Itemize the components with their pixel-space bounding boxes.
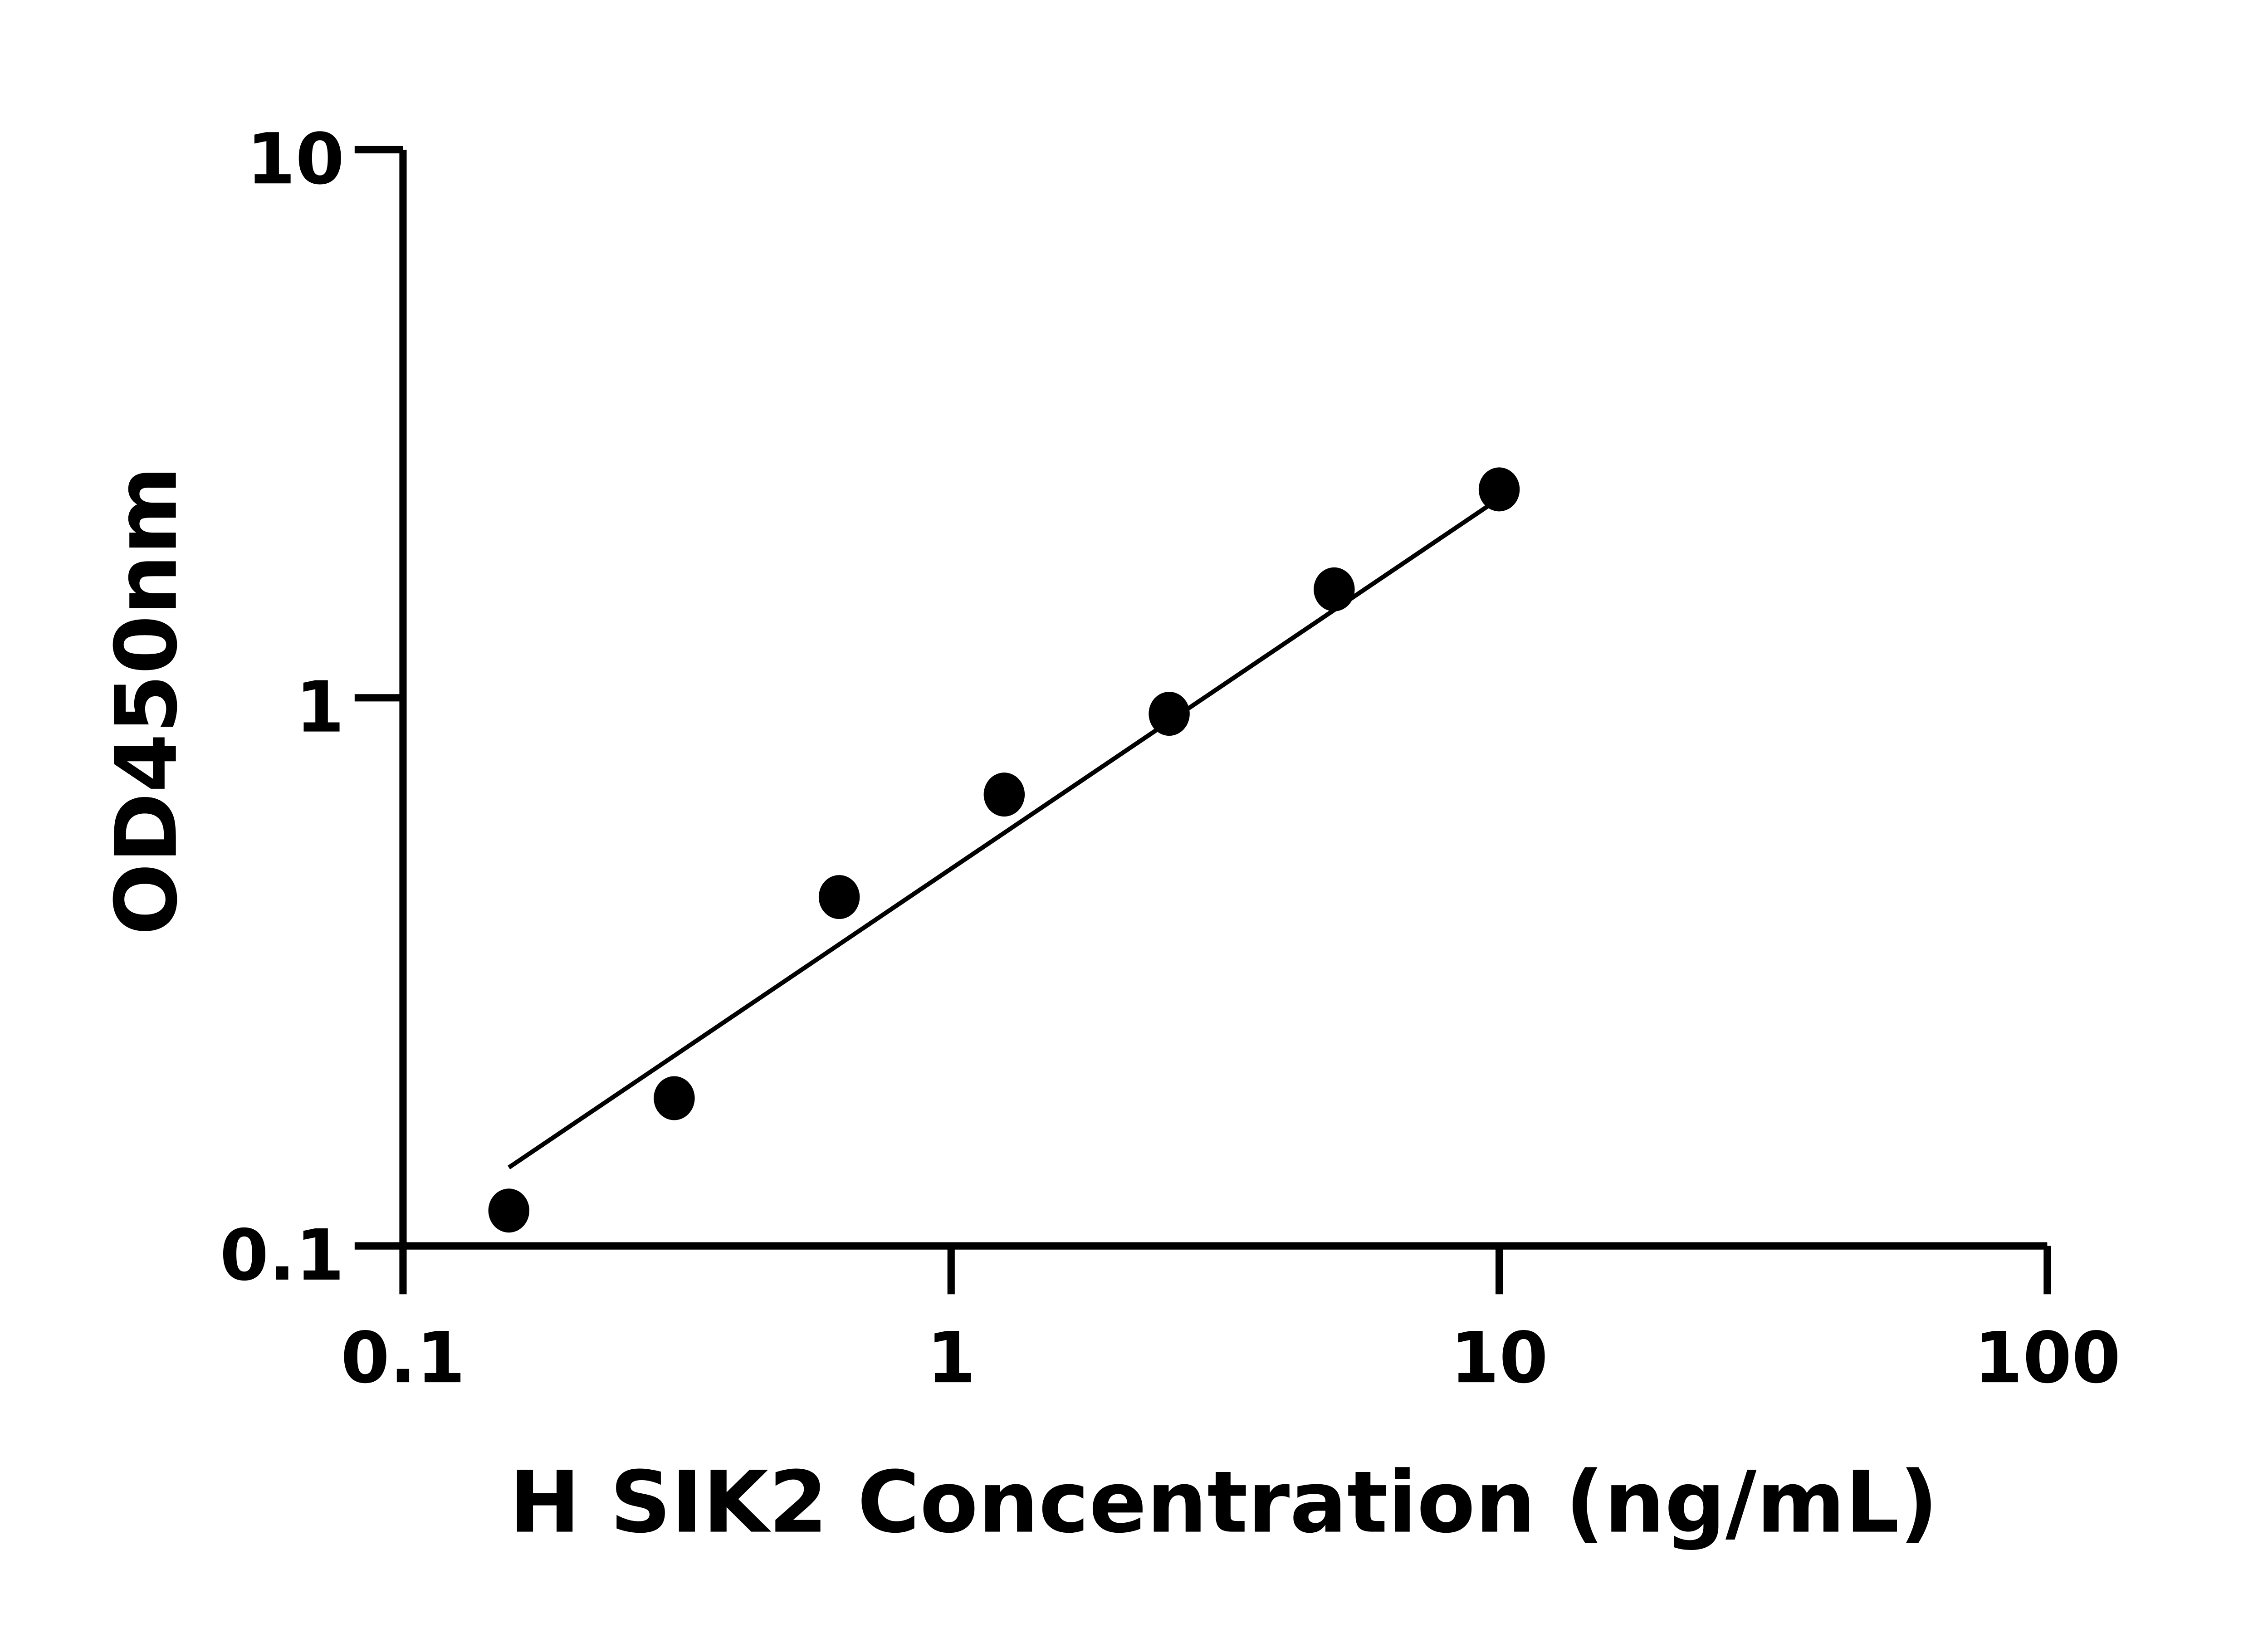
axes: 0.1 1 10 100 0.1 1 10 xyxy=(220,118,2121,1399)
data-point xyxy=(818,875,860,919)
y-axis-label: OD450nm xyxy=(98,466,196,935)
x-axis-label: H SIK2 Concentration (ng/mL) xyxy=(509,1453,1938,1552)
y-tick-label: 1 xyxy=(295,666,344,748)
x-tick-label: 1 xyxy=(927,1317,976,1399)
data-point xyxy=(1314,567,1355,611)
data-point xyxy=(1149,692,1190,736)
x-tick-label: 100 xyxy=(1974,1317,2121,1399)
data-point xyxy=(1478,467,1520,512)
y-tick-label: 10 xyxy=(246,118,344,200)
data-point xyxy=(488,1188,530,1233)
x-tick-label: 10 xyxy=(1450,1317,1548,1399)
x-tick-label: 0.1 xyxy=(341,1317,465,1399)
marks xyxy=(488,467,1520,1233)
data-point xyxy=(983,772,1025,817)
y-tick-label: 0.1 xyxy=(220,1214,345,1296)
data-point xyxy=(654,1076,695,1120)
